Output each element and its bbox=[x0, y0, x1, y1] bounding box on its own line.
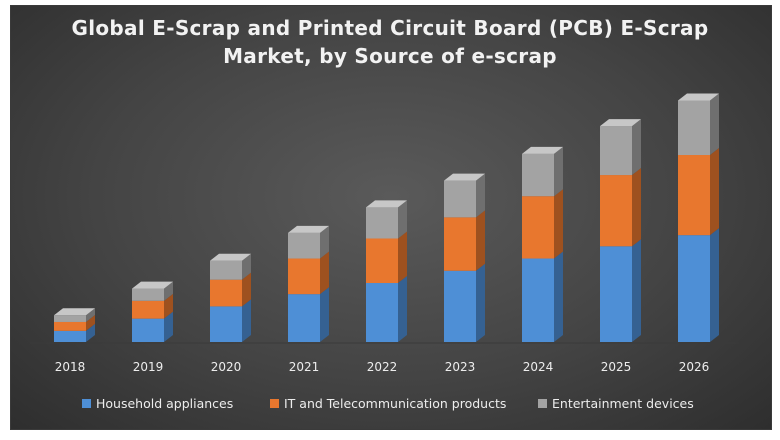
bar-stack-2018 bbox=[54, 308, 95, 342]
bar-2021-series-2-side bbox=[320, 251, 329, 295]
bar-stack-2023 bbox=[444, 173, 485, 342]
bar-2023-series-2-side bbox=[476, 210, 485, 271]
legend-swatch bbox=[270, 399, 279, 408]
bar-2021-series-1 bbox=[288, 294, 320, 342]
bar-2018-series-1-side bbox=[86, 323, 95, 342]
bar-2021-top bbox=[288, 225, 329, 233]
bar-2019-top bbox=[132, 281, 173, 289]
bar-stack-2019 bbox=[132, 281, 173, 342]
bar-2020-series-3-side bbox=[242, 253, 251, 280]
x-tick-label: 2021 bbox=[289, 360, 320, 374]
bar-stack-2021 bbox=[288, 225, 329, 342]
bar-2025-series-2-side bbox=[632, 168, 641, 247]
bar-2019-series-1-side bbox=[164, 311, 173, 342]
bar-2024-series-2-side bbox=[554, 189, 563, 259]
bar-2025-series-2 bbox=[600, 175, 632, 247]
bar-stack-2024 bbox=[522, 146, 563, 342]
legend-swatch bbox=[538, 399, 547, 408]
bar-2019-series-3-side bbox=[164, 281, 173, 301]
x-tick-label: 2022 bbox=[367, 360, 398, 374]
bar-2026-top bbox=[678, 93, 719, 101]
bar-2020-series-3 bbox=[210, 260, 242, 280]
legend-label: Household appliances bbox=[96, 396, 233, 411]
bar-2024-series-3 bbox=[522, 153, 554, 197]
bar-2026-series-1 bbox=[678, 235, 710, 342]
bar-2024-series-1-side bbox=[554, 251, 563, 342]
legend-label: Entertainment devices bbox=[552, 396, 694, 411]
bar-2022-series-3 bbox=[366, 207, 398, 239]
x-tick-label: 2019 bbox=[133, 360, 164, 374]
bar-2021-series-3-side bbox=[320, 225, 329, 259]
bar-2025-series-1 bbox=[600, 246, 632, 342]
x-tick-label: 2020 bbox=[211, 360, 242, 374]
legend-label: IT and Telecommunication products bbox=[284, 396, 506, 411]
bar-2018-series-2 bbox=[54, 321, 86, 331]
bar-2022-series-2 bbox=[366, 238, 398, 284]
chart-title-line-2: Market, by Source of e-scrap bbox=[223, 44, 557, 68]
legend-item-2: IT and Telecommunication products bbox=[270, 396, 506, 411]
bar-2024-series-3-side bbox=[554, 146, 563, 197]
bar-2022-series-2-side bbox=[398, 231, 407, 284]
bar-2020-series-1-side bbox=[242, 299, 251, 342]
bar-2026-series-3-side bbox=[710, 93, 719, 156]
bar-stack-2026 bbox=[678, 93, 719, 342]
bar-2018-series-3 bbox=[54, 315, 86, 322]
bar-2026-series-2 bbox=[678, 155, 710, 236]
bar-2020-series-2 bbox=[210, 279, 242, 307]
bar-2022-series-1-side bbox=[398, 276, 407, 342]
bar-2020-series-2-side bbox=[242, 272, 251, 307]
bar-2019-series-3 bbox=[132, 288, 164, 301]
bar-2023-series-3 bbox=[444, 180, 476, 218]
bar-2018-series-2-side bbox=[86, 314, 95, 331]
legend-item-3: Entertainment devices bbox=[538, 396, 694, 411]
bar-stack-2020 bbox=[210, 253, 251, 342]
x-tick-label: 2024 bbox=[523, 360, 554, 374]
bar-2025-series-3-side bbox=[632, 119, 641, 176]
bar-2023-series-1-side bbox=[476, 263, 485, 342]
bar-2023-series-3-side bbox=[476, 173, 485, 218]
bar-2018-top bbox=[54, 308, 95, 316]
bar-2018-series-3-side bbox=[86, 308, 95, 322]
x-tick-label: 2018 bbox=[55, 360, 86, 374]
bar-2020-top bbox=[210, 253, 251, 261]
bar-2025-series-3 bbox=[600, 126, 632, 176]
bar-2018-series-1 bbox=[54, 330, 86, 342]
legend-swatch bbox=[82, 399, 91, 408]
bar-2024-series-2 bbox=[522, 196, 554, 259]
bar-2021-series-2 bbox=[288, 258, 320, 295]
bar-2025-series-1-side bbox=[632, 239, 641, 342]
bar-2020-series-1 bbox=[210, 306, 242, 342]
bar-2022-top bbox=[366, 200, 407, 208]
x-tick-label: 2025 bbox=[601, 360, 632, 374]
bar-2026-series-3 bbox=[678, 100, 710, 156]
chart-title: Global E-Scrap and Printed Circuit Board… bbox=[10, 14, 770, 70]
bar-2022-series-1 bbox=[366, 283, 398, 342]
bar-stack-2022 bbox=[366, 200, 407, 342]
bar-2021-series-1-side bbox=[320, 287, 329, 342]
chart-title-line-1: Global E-Scrap and Printed Circuit Board… bbox=[71, 16, 709, 40]
bar-2019-series-1 bbox=[132, 318, 164, 342]
bar-2023-top bbox=[444, 173, 485, 181]
bar-2025-top bbox=[600, 119, 641, 127]
bar-2023-series-1 bbox=[444, 270, 476, 342]
bar-stack-2025 bbox=[600, 119, 641, 342]
bar-2026-series-1-side bbox=[710, 228, 719, 342]
bar-2019-series-2-side bbox=[164, 293, 173, 319]
legend-item-1: Household appliances bbox=[82, 396, 233, 411]
bar-2022-series-3-side bbox=[398, 200, 407, 239]
bar-2026-series-2-side bbox=[710, 148, 719, 236]
bar-2023-series-2 bbox=[444, 217, 476, 271]
bar-2024-series-1 bbox=[522, 258, 554, 342]
bar-2021-series-3 bbox=[288, 232, 320, 259]
bar-2019-series-2 bbox=[132, 300, 164, 319]
bar-2024-top bbox=[522, 146, 563, 154]
x-tick-label: 2026 bbox=[679, 360, 710, 374]
x-tick-label: 2023 bbox=[445, 360, 476, 374]
